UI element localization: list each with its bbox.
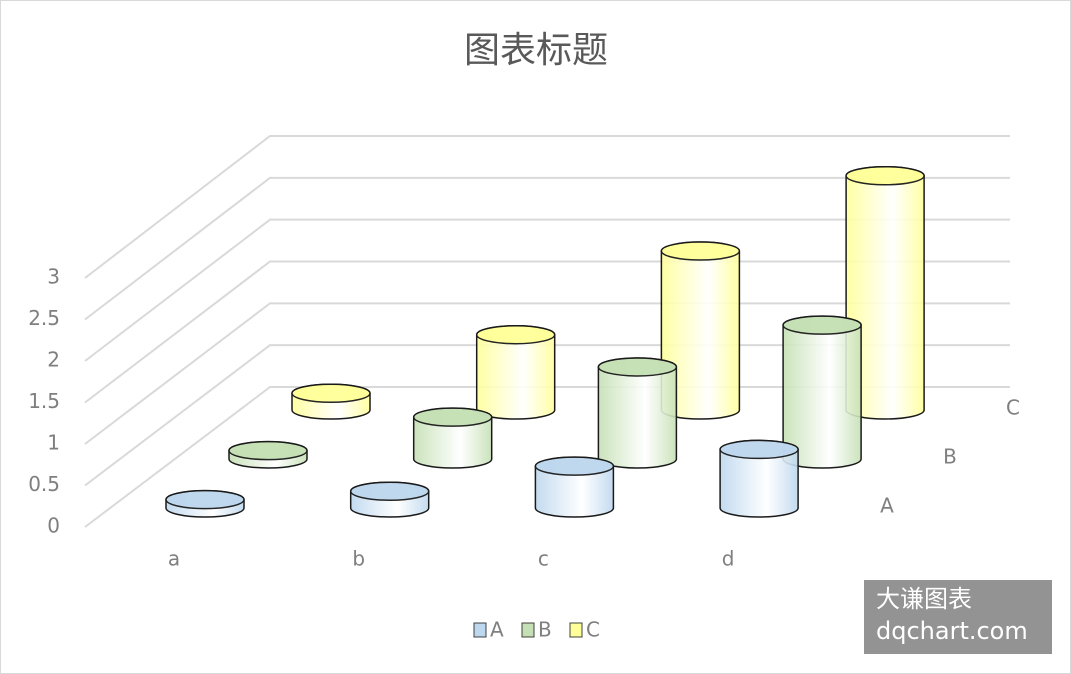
x-tick-label: b xyxy=(352,547,365,571)
legend-swatch xyxy=(569,622,583,638)
legend-label: C xyxy=(586,618,600,642)
y-tick-label: 1 xyxy=(47,431,60,455)
grid-line xyxy=(84,260,1010,404)
y-tick-label: 3 xyxy=(47,265,60,289)
y-tick-label: 1.5 xyxy=(28,389,60,413)
watermark-box xyxy=(864,580,1052,654)
grid-line xyxy=(84,344,1010,487)
y-tick-label: 0.5 xyxy=(28,472,60,496)
legend-swatch xyxy=(521,622,535,638)
cylinder-top xyxy=(291,383,371,404)
series-axis-label: C xyxy=(1006,396,1020,420)
cylinder-top xyxy=(165,489,245,510)
cylinder-top xyxy=(412,407,493,427)
x-tick-label: d xyxy=(722,547,735,571)
cylinder-top xyxy=(475,324,556,345)
cylinder-top xyxy=(782,315,862,335)
y-tick-label: 2.5 xyxy=(28,306,60,330)
cylinder-top xyxy=(228,440,308,461)
y-tick-label: 2 xyxy=(47,348,60,372)
chart-title: 图表标题 xyxy=(464,30,608,71)
cylinder-top xyxy=(660,241,741,261)
grid-line xyxy=(84,386,1010,528)
cylinder-top xyxy=(719,439,799,460)
watermark: dqchart.com xyxy=(876,617,1028,645)
watermark: 大谦图表 xyxy=(876,585,972,613)
cylinder-top xyxy=(597,357,678,377)
legend-label: A xyxy=(490,618,504,642)
grid-line xyxy=(84,302,1010,445)
cylinder-top xyxy=(534,456,615,476)
x-tick-label: a xyxy=(168,547,180,571)
legend-label: B xyxy=(538,618,552,642)
legend-swatch xyxy=(473,622,487,638)
grid-line xyxy=(84,176,1010,321)
x-tick-label: c xyxy=(538,547,549,571)
cylinder-top xyxy=(845,165,925,186)
cylinder-top xyxy=(349,481,430,502)
series-axis-label: B xyxy=(943,445,957,469)
grid-line xyxy=(84,135,1010,279)
grid-line xyxy=(84,218,1010,362)
series-axis-label: A xyxy=(880,494,894,518)
y-tick-label: 0 xyxy=(47,514,60,538)
